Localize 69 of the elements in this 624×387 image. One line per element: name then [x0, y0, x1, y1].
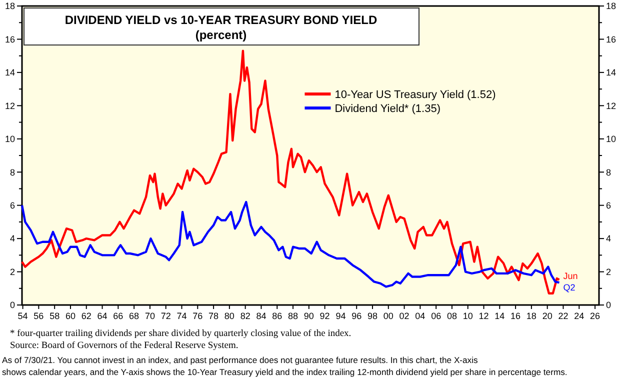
x-tick-label: 64: [97, 311, 108, 321]
x-tick-label: 92: [320, 311, 330, 321]
x-tick-label: 98: [367, 311, 378, 321]
y2-tick-label: 2: [606, 266, 612, 277]
x-tick-label: 02: [399, 311, 410, 321]
y2-tick-label: 12: [606, 100, 616, 111]
x-tick-label: 16: [510, 311, 521, 321]
y-tick-label: 18: [4, 1, 15, 12]
x-tick-label: 84: [256, 311, 266, 321]
y-tick-label: 2: [10, 266, 15, 277]
text: shows calendar years, and the Y-axis shows the 10-Year Treasury yield and the index trailing 12-month dividend yield per share in percentage terms.: [2, 367, 568, 377]
legend-label: 10-Year US Treasury Yield (1.52): [334, 88, 496, 101]
y2-tick-label: 10: [606, 134, 616, 144]
y2-tick-label: 4: [606, 234, 612, 244]
text: DIVIDEND YIELD vs 10-YEAR TREASURY BOND YIELD: [64, 13, 378, 27]
x-tick-label: 14: [494, 311, 505, 321]
y-tick-label: 16: [4, 34, 15, 44]
x-tick-label: 74: [176, 311, 187, 321]
x-tick-label: 24: [574, 311, 584, 321]
text: * four-quarter trailing dividends per share divided by quarterly closing value of the index.: [10, 329, 352, 339]
y-tick-label: 0: [10, 300, 15, 310]
x-tick-label: 94: [336, 311, 346, 321]
x-tick-label: 82: [240, 311, 250, 321]
x-tick-label: 60: [65, 311, 76, 321]
x-tick-label: 26: [590, 311, 600, 321]
x-tick-label: 54: [18, 311, 28, 321]
x-tick-label: 08: [446, 311, 457, 321]
x-tick-label: 78: [208, 311, 219, 321]
x-tick-label: 22: [558, 311, 568, 321]
x-tick-label: 66: [113, 311, 124, 321]
line-series: [20, 200, 560, 288]
x-tick-label: 10: [462, 311, 473, 321]
y2-tick-label: 8: [606, 167, 612, 178]
x-tick-label: 18: [526, 311, 536, 321]
x-tick-label: 76: [192, 311, 203, 321]
x-tick-label: 90: [304, 311, 314, 321]
line-series: [20, 50, 560, 294]
x-tick-label: 56: [34, 311, 44, 321]
x-tick-label: 96: [352, 311, 362, 321]
annotation: Jun: [563, 270, 578, 281]
x-tick-label: 68: [129, 311, 140, 321]
x-tick-label: 62: [81, 311, 92, 321]
x-tick-label: 12: [478, 311, 489, 321]
x-tick-label: 70: [144, 311, 155, 321]
y2-tick-label: 18: [606, 1, 616, 12]
y-tick-label: 12: [4, 100, 15, 111]
x-tick-label: 88: [288, 311, 298, 321]
x-tick-label: 06: [431, 311, 442, 321]
x-tick-label: 04: [415, 311, 426, 321]
text: (percent): [195, 28, 247, 42]
y-tick-label: 4: [10, 234, 15, 244]
y2-tick-label: 6: [606, 200, 612, 210]
x-tick-label: 58: [50, 311, 60, 321]
x-tick-label: 72: [160, 311, 171, 321]
y-tick-label: 10: [4, 134, 15, 144]
x-tick-label: 80: [224, 311, 234, 321]
source-note: Source: Board of Governors of the Federal Reserve System.: [10, 341, 238, 351]
x-tick-label: 20: [542, 311, 552, 321]
y2-tick-label: 0: [606, 300, 612, 310]
y-tick-label: 14: [4, 68, 15, 78]
y-tick-label: 6: [10, 200, 15, 210]
annotation: Q2: [563, 282, 576, 293]
y2-tick-label: 14: [606, 68, 616, 78]
legend-label: Dividend Yield* (1.35): [334, 102, 441, 115]
y2-tick-label: 16: [606, 34, 616, 44]
x-tick-label: 86: [272, 311, 282, 321]
x-tick-label: 00: [383, 311, 394, 321]
y-tick-label: 8: [10, 167, 15, 178]
text: As of 7/30/21. You cannot invest in an index, and past performance does not guarantee future results. In this chart, the X-axis: [2, 355, 478, 365]
